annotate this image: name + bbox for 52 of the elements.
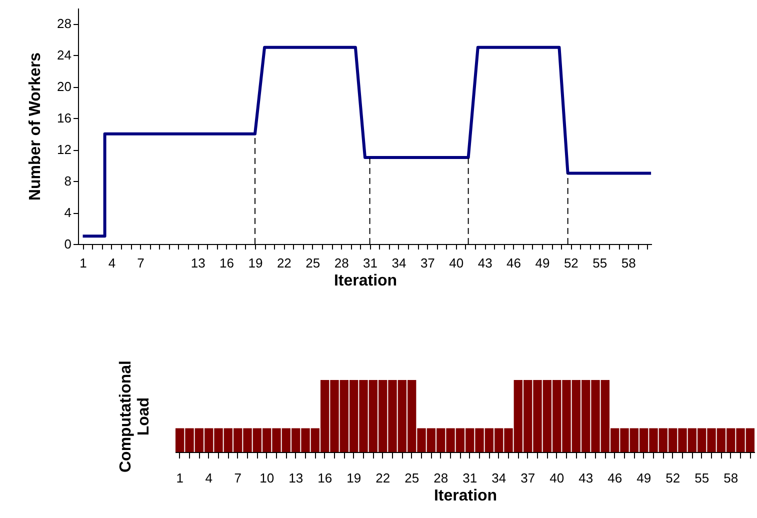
x-tick-label: 16 — [220, 256, 234, 270]
x-tick-label: 13 — [288, 470, 304, 486]
x-tick-label: 10 — [260, 470, 274, 486]
y-tick-label: 4 — [64, 205, 72, 220]
x-tick-label: 37 — [420, 256, 435, 270]
x-tick-label: 40 — [550, 470, 564, 486]
y-axis-title: Computational Load — [118, 360, 152, 472]
x-tick-label: 25 — [306, 256, 320, 270]
y-tick-label: 16 — [57, 110, 72, 126]
x-tick-label: 16 — [318, 470, 332, 486]
line-series — [81, 46, 652, 238]
x-tick-label: 19 — [346, 470, 362, 486]
x-tick-label: 58 — [621, 256, 636, 270]
y-tick-label: 24 — [57, 48, 72, 63]
y-axis-title: Number of Workers — [27, 52, 44, 201]
x-tick-label: 1 — [176, 470, 184, 486]
y-tick-label: 12 — [57, 142, 72, 158]
x-tick-label: 55 — [592, 256, 608, 270]
x-tick-label: 34 — [492, 470, 506, 486]
y-tick-label: 0 — [64, 236, 72, 252]
x-tick-label: 49 — [535, 256, 550, 270]
x-tick-label: 22 — [276, 256, 292, 270]
x-tick-label: 43 — [478, 256, 492, 270]
x-tick-label: 52 — [666, 470, 680, 486]
y-tick-label: 20 — [57, 79, 72, 94]
x-tick-label: 1 — [80, 256, 87, 270]
x-tick-label: 4 — [108, 256, 116, 270]
x-tick-label: 43 — [578, 470, 594, 486]
x-tick-label: 40 — [449, 256, 464, 270]
x-tick-label: 7 — [234, 470, 242, 486]
x-axis-title: Iteration — [334, 272, 398, 290]
x-tick-label: 49 — [636, 470, 652, 486]
x-tick-label: 4 — [205, 470, 212, 486]
x-tick-label: 58 — [724, 470, 738, 486]
x-tick-label: 37 — [520, 470, 536, 486]
x-tick-label: 31 — [363, 256, 378, 270]
x-tick-label: 52 — [564, 256, 578, 270]
x-tick-label: 7 — [137, 256, 144, 270]
x-tick-label: 28 — [434, 470, 448, 486]
x-tick-label: 28 — [334, 256, 349, 270]
x-tick-label: 25 — [404, 470, 420, 486]
x-tick-label: 22 — [376, 470, 390, 486]
x-tick-label: 13 — [190, 256, 206, 270]
x-tick-label: 31 — [462, 470, 478, 486]
y-tick-label: 28 — [57, 16, 72, 32]
x-tick-label: 19 — [248, 256, 263, 270]
x-tick-label: 46 — [608, 470, 622, 486]
x-tick-label: 46 — [506, 256, 522, 270]
x-tick-label: 55 — [694, 470, 710, 486]
y-tick-label: 8 — [64, 174, 72, 189]
x-axis-title: Iteration — [434, 488, 498, 504]
x-tick-label: 34 — [392, 256, 406, 270]
